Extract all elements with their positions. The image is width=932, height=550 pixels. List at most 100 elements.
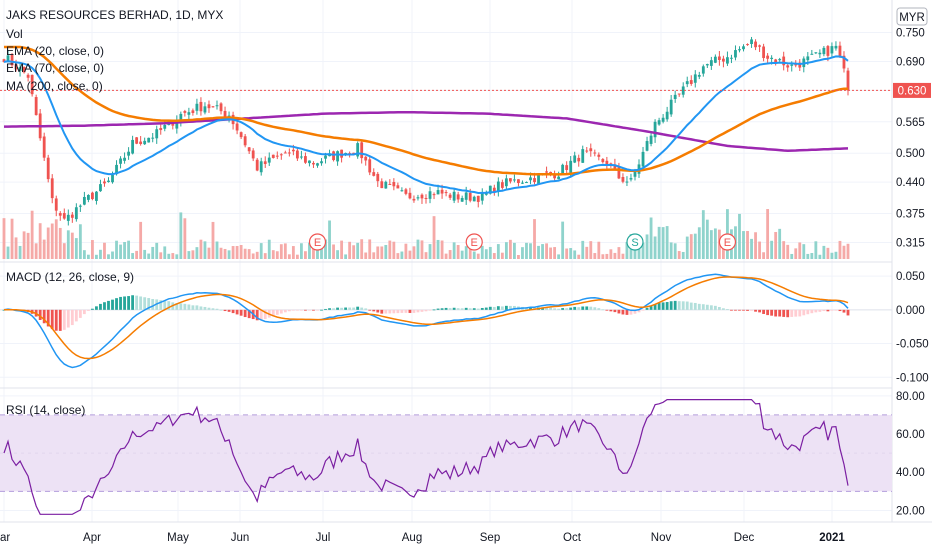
macd-histogram-bar (661, 302, 665, 310)
candle-body (384, 181, 388, 189)
candle (207, 100, 211, 113)
volume-bar (492, 253, 496, 259)
macd-histogram-bar (58, 309, 62, 331)
volume-bar (131, 253, 135, 259)
volume-bar (517, 255, 520, 259)
volume-bar (159, 252, 163, 259)
candle-body (452, 191, 456, 201)
candle (143, 137, 147, 146)
macd-histogram-bar (352, 307, 356, 310)
candle (448, 192, 452, 200)
macd-histogram-bar (746, 309, 749, 311)
candle-body (275, 155, 279, 157)
macd-histogram-bar (798, 309, 802, 317)
volume-bar (103, 242, 106, 259)
candle (107, 177, 110, 183)
candle (82, 191, 86, 206)
candle-body (766, 55, 770, 59)
volume-bar (826, 247, 830, 259)
macd-histogram-bar (701, 304, 705, 310)
candle (782, 51, 786, 71)
candle-body (444, 192, 448, 194)
candle-body (364, 156, 368, 161)
macd-histogram-bar (211, 308, 215, 310)
candle-body (304, 156, 307, 163)
macd-histogram-bar (633, 309, 637, 314)
candle-body (131, 139, 135, 154)
macd-histogram-bar (360, 307, 364, 310)
volume-bar (199, 239, 203, 259)
macd-histogram-bar (247, 309, 251, 319)
volume-bar (155, 242, 159, 259)
volume-bar (460, 250, 464, 259)
candle-body (846, 70, 850, 91)
candle (95, 191, 98, 205)
legend-rsi[interactable]: RSI (14, close) (6, 403, 85, 417)
candle-body (420, 194, 424, 199)
macd-histogram-bar (565, 308, 569, 310)
macd-histogram-bar (50, 309, 54, 330)
volume-bar (300, 243, 303, 259)
legend-macd[interactable]: MACD (12, 26, close, 9) (6, 270, 134, 284)
candle-body (416, 197, 420, 199)
volume-bar (822, 245, 826, 259)
candle-body (336, 151, 339, 162)
candle (271, 154, 275, 159)
volume-bar (456, 244, 460, 259)
macd-histogram-bar (396, 309, 400, 314)
volume-bar (685, 236, 689, 259)
volume-bar (810, 253, 814, 259)
candle (239, 131, 243, 140)
legend-symbol-title[interactable]: JAKS RESOURCES BERHAD, 1D, MYX (6, 8, 223, 22)
volume-bar (231, 246, 235, 259)
legend-ema20[interactable]: EMA (20, close, 0) (6, 44, 104, 58)
candle (754, 39, 757, 51)
candle-body (123, 157, 126, 161)
candle-body (838, 45, 842, 58)
currency-badge[interactable] (896, 7, 928, 26)
macd-axis-labels: 0.050 0.000 -0.050 -0.100 (896, 271, 929, 384)
candle-body (569, 160, 573, 173)
candle-body (360, 142, 364, 159)
macd-histogram-bar (436, 308, 440, 310)
candle (738, 46, 741, 53)
price-tick-label: 0.375 (896, 209, 925, 221)
volume-bar (227, 250, 231, 259)
volume-bar (484, 249, 488, 259)
price-tick-label: 0.565 (896, 117, 925, 129)
candle (717, 50, 721, 66)
macd-histogram-bar (404, 309, 408, 313)
legend-ema70[interactable]: EMA (70, close, 0) (6, 61, 104, 75)
event-marker-e[interactable]: E (308, 233, 327, 251)
candle (750, 36, 753, 48)
macd-histogram-bar (818, 309, 822, 312)
price-legend[interactable]: JAKS RESOURCES BERHAD, 1D, MYX Vol EMA (… (6, 8, 223, 93)
volume-bar (139, 221, 143, 259)
candle (810, 49, 814, 55)
legend-ma200[interactable]: MA (200, close, 0) (6, 79, 103, 93)
volume-bar (179, 212, 183, 259)
volume-bar (802, 244, 806, 259)
candle-body (22, 67, 26, 73)
ema70-line (4, 45, 849, 176)
macd-histogram-bar (308, 309, 311, 311)
macd-histogram-bar (705, 304, 709, 310)
legend-volume[interactable]: Vol (6, 27, 23, 41)
macd-histogram-bar (99, 303, 102, 310)
volume-bar (396, 253, 400, 259)
volume-bar (432, 216, 436, 259)
candle-body (107, 180, 110, 183)
event-marker-e[interactable]: E (718, 233, 737, 251)
candle (500, 179, 504, 190)
event-marker-s[interactable]: S (626, 233, 644, 251)
candle-body (6, 55, 10, 62)
candle-body (762, 46, 766, 59)
event-marker-e[interactable]: E (465, 233, 483, 251)
volume-bar (589, 241, 593, 259)
volume-bar (521, 247, 524, 259)
candle-body (135, 137, 139, 144)
candle-body (251, 150, 255, 159)
